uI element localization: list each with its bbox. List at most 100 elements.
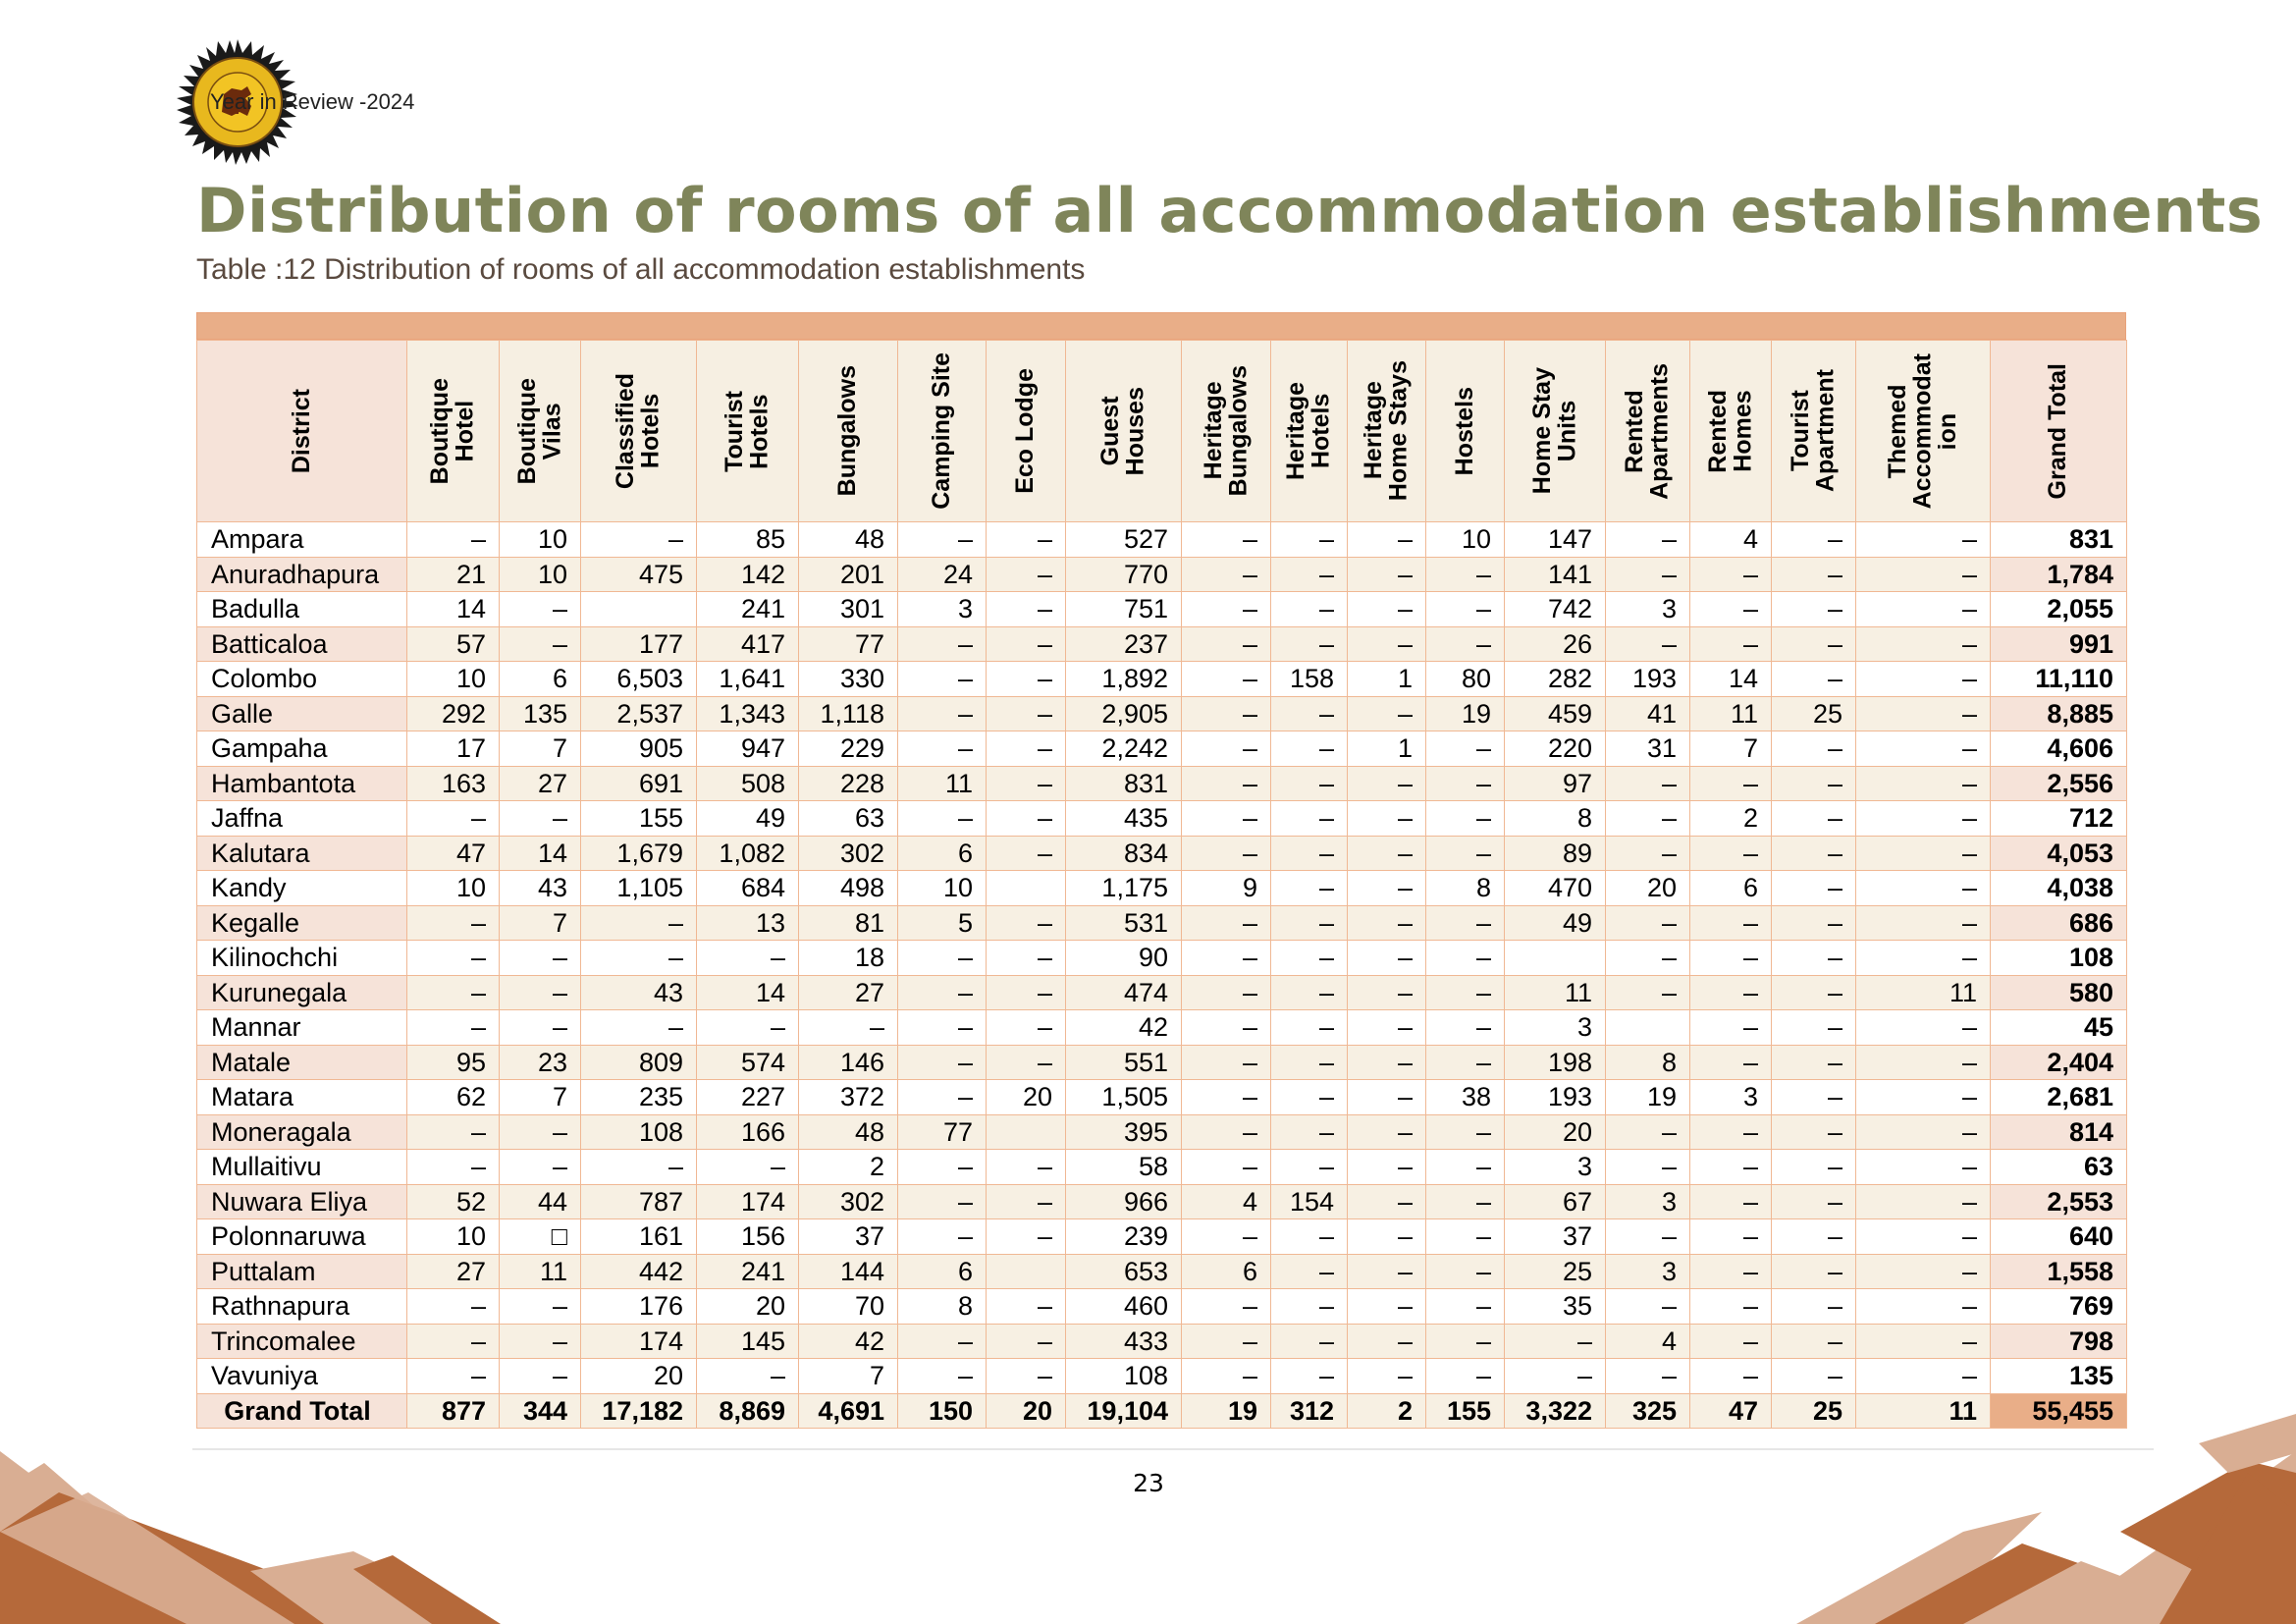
table-cell: 417	[696, 625, 799, 662]
table-cell: 302	[798, 1183, 898, 1219]
table-cell: –	[406, 1358, 500, 1394]
table-cell: –	[1855, 1113, 1991, 1150]
district-cell: Ampara	[196, 521, 407, 558]
table-cell: 77	[897, 1113, 987, 1150]
column-header: Tourist Apartment	[1771, 340, 1856, 522]
table-cell: 1	[1347, 661, 1426, 697]
table-cell: 7	[798, 1358, 898, 1394]
table-cell: 235	[580, 1079, 697, 1115]
table-cell: 8	[1605, 1044, 1690, 1080]
grand-total-cell: 45	[1990, 1009, 2127, 1046]
table-cell: –	[1270, 1149, 1348, 1185]
table-cell: –	[1347, 1218, 1426, 1255]
table-cell: –	[1270, 904, 1348, 941]
table-cell: –	[1689, 1358, 1772, 1394]
table-cell: 11	[1689, 695, 1772, 731]
table-cell: –	[1347, 695, 1426, 731]
column-header-label: Grand Total	[2044, 362, 2072, 500]
table-cell: –	[1855, 1253, 1991, 1289]
table-cell: –	[1855, 1183, 1991, 1219]
table-cell: 95	[406, 1044, 500, 1080]
column-header: Heritage Home Stays	[1347, 340, 1426, 522]
column-header-label: District	[287, 388, 315, 474]
table-cell: 11	[1855, 1392, 1991, 1429]
district-cell: Hambantota	[196, 765, 407, 801]
table-cell: –	[1181, 1044, 1271, 1080]
table-cell: –	[1605, 521, 1690, 558]
table-cell: –	[1425, 1218, 1505, 1255]
table-cell: 3	[1605, 1253, 1690, 1289]
table-cell: 20	[696, 1288, 799, 1325]
district-cell: Puttalam	[196, 1253, 407, 1289]
table-cell: –	[1771, 835, 1856, 871]
table-cell: –	[1855, 625, 1991, 662]
column-header-label: Bungalows	[833, 365, 862, 497]
table-cell: –	[1771, 1323, 1856, 1359]
table-cell: –	[1347, 1113, 1426, 1150]
table-cell: –	[499, 1009, 581, 1046]
table-cell: –	[1855, 1323, 1991, 1359]
district-cell: Kalutara	[196, 835, 407, 871]
table-cell: –	[1771, 904, 1856, 941]
table-cell: –	[986, 556, 1066, 592]
table-cell: 85	[696, 521, 799, 558]
table-cell: –	[1855, 1044, 1991, 1080]
district-cell: Mullaitivu	[196, 1149, 407, 1185]
table-cell: –	[1605, 835, 1690, 871]
table-cell: 23	[499, 1044, 581, 1080]
grand-total-cell: 798	[1990, 1323, 2127, 1359]
table-cell: –	[986, 731, 1066, 767]
grand-total-cell: 4,053	[1990, 835, 2127, 871]
table-cell: –	[1689, 835, 1772, 871]
table-cell: 158	[1270, 661, 1348, 697]
table-cell: 20	[1605, 870, 1690, 906]
table-cell: 653	[1065, 1253, 1182, 1289]
grand-total-cell: 814	[1990, 1113, 2127, 1150]
table-cell: 7	[499, 1079, 581, 1115]
table-cell: 433	[1065, 1323, 1182, 1359]
table-cell: –	[1771, 940, 1856, 976]
table-cell: 47	[1689, 1392, 1772, 1429]
grand-total-cell: 769	[1990, 1288, 2127, 1325]
table-row: Kalutara 47 14 1,679 1,082 302 6–834– – – –89– – – –…	[196, 835, 2127, 871]
table-cell: –	[1855, 835, 1991, 871]
table-cell: –	[1425, 1288, 1505, 1325]
table-cell: 1,505	[1065, 1079, 1182, 1115]
table-cell: –	[499, 800, 581, 837]
table-cell: 227	[696, 1079, 799, 1115]
table-cell: –	[406, 940, 500, 976]
table-cell: 1,679	[580, 835, 697, 871]
district-cell: Mannar	[196, 1009, 407, 1046]
district-cell: Rathnapura	[196, 1288, 407, 1325]
table-cell: –	[1181, 731, 1271, 767]
table-cell: –	[1270, 521, 1348, 558]
table-cell: 14	[406, 591, 500, 627]
table-cell: 77	[798, 625, 898, 662]
page-number: 23	[1133, 1469, 1164, 1497]
table-cell: –	[1855, 695, 1991, 731]
table-cell: 11	[1504, 974, 1606, 1010]
table-cell: –	[1689, 765, 1772, 801]
table-cell: –	[1689, 1009, 1772, 1046]
table-cell: 201	[798, 556, 898, 592]
table-cell: –	[499, 1288, 581, 1325]
table-cell: –	[897, 800, 987, 837]
table-cell: 1,343	[696, 695, 799, 731]
table-cell: –	[580, 940, 697, 976]
table-cell: –	[696, 1149, 799, 1185]
table-cell: –	[1689, 904, 1772, 941]
district-cell: Nuwara Eliya	[196, 1183, 407, 1219]
table-cell: 24	[897, 556, 987, 592]
table-cell: –	[1855, 904, 1991, 941]
district-cell: Trincomalee	[196, 1323, 407, 1359]
table-cell: 19,104	[1065, 1392, 1182, 1429]
table-cell: 4	[1181, 1183, 1271, 1219]
table-cell: 2	[1689, 800, 1772, 837]
column-header: Themed Accommodat ion	[1855, 340, 1991, 522]
table-cell: –	[499, 1149, 581, 1185]
table-cell: –	[798, 1009, 898, 1046]
table-row: Kurunegala – –43 14 27– –474– – – –11– – –11 580	[196, 974, 2127, 1010]
table-cell	[986, 870, 1066, 906]
table-cell: 11	[499, 1253, 581, 1289]
district-cell: Gampaha	[196, 731, 407, 767]
